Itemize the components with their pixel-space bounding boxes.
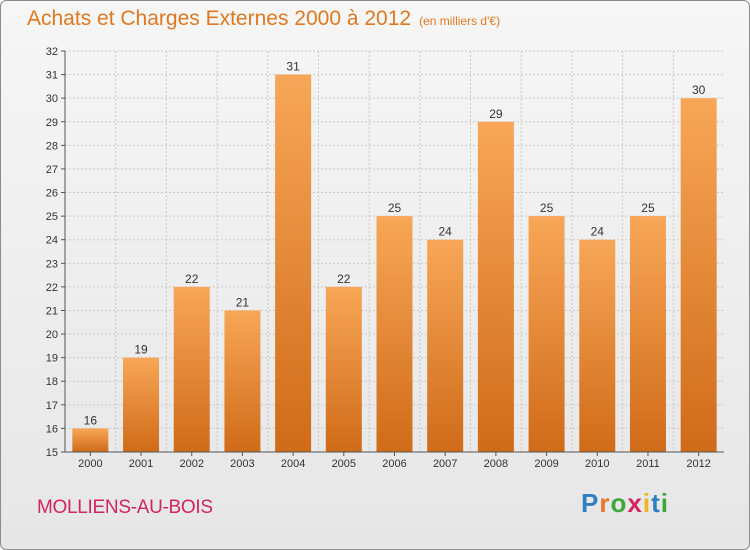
chart-title: Achats et Charges Externes 2000 à 2012 (e… <box>27 7 500 31</box>
value-label-2011: 25 <box>641 201 655 215</box>
value-label-2012: 30 <box>692 83 706 97</box>
y-tick-label: 29 <box>46 117 58 129</box>
y-tick-label: 26 <box>46 188 58 200</box>
y-tick-label: 17 <box>46 400 58 412</box>
x-tick-label-2006: 2006 <box>382 458 406 470</box>
y-tick-label: 16 <box>46 423 58 435</box>
bar-2002 <box>173 286 210 452</box>
chart-title-text: Achats et Charges Externes 2000 à 2012 <box>27 7 412 30</box>
value-label-2003: 21 <box>236 295 250 309</box>
y-tick-label: 31 <box>46 70 58 82</box>
bar-2004 <box>275 74 312 453</box>
bar-layer: 16 19 22 21 31 22 25 24 29 25 24 25 30 <box>72 60 717 453</box>
value-label-2010: 24 <box>591 225 605 239</box>
bar-2009 <box>528 216 565 452</box>
y-tick-label: 23 <box>46 258 58 270</box>
city-name: MOLLIENS-AU-BOIS <box>37 497 213 518</box>
value-label-2005: 22 <box>337 272 351 286</box>
value-label-2000: 16 <box>84 413 98 427</box>
bar-2011 <box>629 216 666 452</box>
x-tick-label-2010: 2010 <box>585 458 609 470</box>
x-tick-label-2003: 2003 <box>230 458 254 470</box>
x-tick-label-2011: 2011 <box>636 458 660 470</box>
y-tick-label: 15 <box>46 447 58 459</box>
y-tick-label: 19 <box>46 353 58 365</box>
y-tick-label: 30 <box>46 93 58 105</box>
value-label-2007: 24 <box>439 225 453 239</box>
chart-unit: (en milliers d'€) <box>419 14 501 28</box>
x-tick-label-2001: 2001 <box>129 458 153 470</box>
x-tick-label-2002: 2002 <box>179 458 203 470</box>
y-tick-label: 22 <box>46 282 58 294</box>
y-tick-label: 27 <box>46 164 58 176</box>
x-tick-label-2005: 2005 <box>332 458 356 470</box>
value-label-2006: 25 <box>388 201 402 215</box>
x-tick-label-2004: 2004 <box>281 458 305 470</box>
axis-layer: 15 16 17 18 19 20 21 22 23 24 25 26 27 28 29 30 31 32 2000… <box>46 46 724 470</box>
value-label-2008: 29 <box>489 107 503 121</box>
x-tick-label-2012: 2012 <box>686 458 710 470</box>
x-tick-label-2000: 2000 <box>78 458 102 470</box>
bar-2006 <box>376 216 413 452</box>
value-label-2004: 31 <box>286 60 300 74</box>
bar-2010 <box>579 239 616 452</box>
proxiti-logo[interactable]: Proxiti <box>581 488 669 518</box>
y-tick-label: 24 <box>46 235 58 247</box>
y-tick-label: 28 <box>46 140 58 152</box>
bar-2001 <box>123 357 160 452</box>
y-tick-label: 20 <box>46 329 58 341</box>
x-tick-label-2008: 2008 <box>484 458 508 470</box>
value-label-2002: 22 <box>185 272 199 286</box>
x-tick-label-2007: 2007 <box>433 458 457 470</box>
value-label-2001: 19 <box>134 343 148 357</box>
x-tick-label-2009: 2009 <box>534 458 558 470</box>
bar-2007 <box>427 239 464 452</box>
y-tick-label: 18 <box>46 376 58 388</box>
bar-2012 <box>680 98 717 453</box>
y-tick-label: 32 <box>46 46 58 58</box>
y-tick-label: 25 <box>46 211 58 223</box>
bar-2005 <box>325 286 362 452</box>
bar-2000 <box>72 428 109 452</box>
bar-2003 <box>224 310 261 452</box>
y-tick-label: 21 <box>46 305 58 317</box>
value-label-2009: 25 <box>540 201 554 215</box>
bar-2008 <box>477 121 514 452</box>
